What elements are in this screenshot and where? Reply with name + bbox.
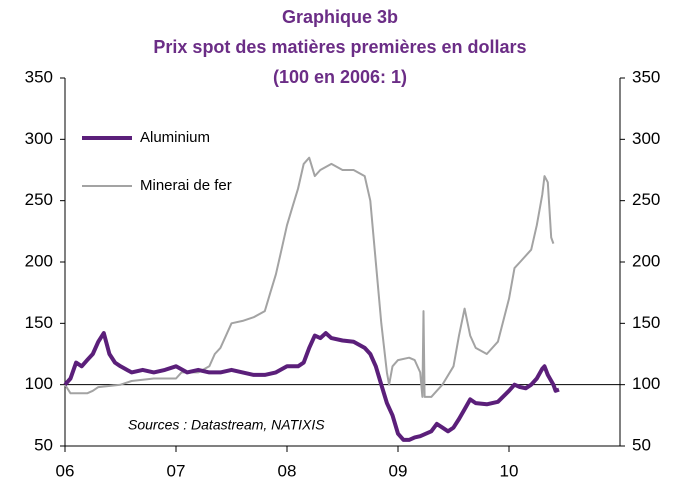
legend-label: Aluminium	[140, 129, 210, 146]
y-tick-label: 250	[25, 190, 53, 209]
chart-title: Graphique 3b	[282, 7, 398, 27]
y-tick-label: 200	[25, 251, 53, 270]
x-tick-label: 06	[56, 461, 75, 480]
series-line	[63, 331, 560, 442]
source-note: Sources : Datastream, NATIXIS	[128, 417, 325, 433]
chart-subtitle: (100 en 2006: 1)	[273, 67, 407, 87]
legend-label: Minerai de fer	[140, 177, 232, 194]
y2-tick-label: 300	[632, 129, 660, 148]
y2-tick-label: 200	[632, 251, 660, 270]
y2-tick-label: 250	[632, 190, 660, 209]
y-tick-label: 300	[25, 129, 53, 148]
y-tick-label: 150	[25, 313, 53, 332]
x-tick-label: 09	[389, 461, 408, 480]
y2-tick-label: 50	[632, 435, 651, 454]
chart-subtitle: Prix spot des matières premières en doll…	[153, 37, 526, 57]
x-tick-label: 08	[278, 461, 297, 480]
y2-tick-label: 150	[632, 313, 660, 332]
y-tick-label: 350	[25, 67, 53, 86]
y2-tick-label: 350	[632, 67, 660, 86]
series-line	[64, 156, 555, 398]
y-tick-label: 100	[25, 374, 53, 393]
y2-tick-label: 100	[632, 374, 660, 393]
x-tick-label: 07	[167, 461, 186, 480]
x-tick-label: 10	[500, 461, 519, 480]
y-tick-label: 50	[34, 435, 53, 454]
